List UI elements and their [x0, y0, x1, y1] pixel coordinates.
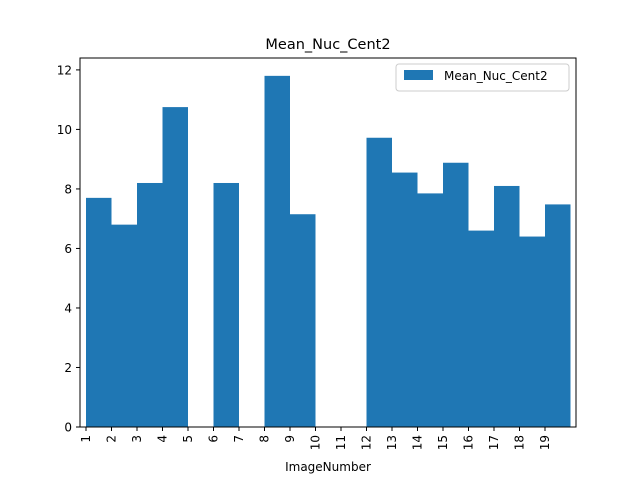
- bar-18: [519, 236, 545, 427]
- bar-1: [86, 197, 112, 427]
- bar-14: [417, 193, 443, 427]
- x-tick-label-10: 10: [309, 435, 323, 450]
- x-tick-label-1: 1: [79, 435, 93, 443]
- y-tick-label-8: 8: [64, 182, 72, 196]
- bars-layer: [86, 75, 571, 428]
- x-tick-label-7: 7: [232, 435, 246, 443]
- x-tick-label-2: 2: [105, 435, 119, 443]
- x-tick-label-17: 17: [487, 435, 501, 450]
- x-tick-label-16: 16: [462, 435, 476, 450]
- x-tick-label-15: 15: [436, 435, 450, 450]
- x-tick-label-6: 6: [207, 435, 221, 443]
- x-tick-label-12: 12: [360, 435, 374, 450]
- x-tick-label-3: 3: [130, 435, 144, 443]
- x-tick-label-4: 4: [156, 435, 170, 443]
- legend-label: Mean_Nuc_Cent2: [444, 69, 548, 83]
- x-axis-label: ImageNumber: [285, 460, 371, 474]
- bar-17: [494, 185, 520, 427]
- x-tick-label-5: 5: [181, 435, 195, 443]
- bar-15: [443, 162, 469, 427]
- legend: Mean_Nuc_Cent2: [395, 63, 570, 92]
- bar-8: [264, 75, 290, 428]
- x-tick-label-13: 13: [385, 435, 399, 450]
- legend-box: [395, 63, 570, 92]
- y-axis: 0 2 4 6 8 10 12: [57, 63, 80, 435]
- bar-12: [366, 137, 392, 427]
- bar-16: [468, 230, 494, 427]
- y-tick-label-10: 10: [57, 123, 72, 137]
- y-tick-label-6: 6: [64, 242, 72, 256]
- bar-4: [162, 107, 188, 428]
- x-tick-label-14: 14: [411, 435, 425, 450]
- chart-title: Mean_Nuc_Cent2: [265, 37, 390, 53]
- y-tick-label-0: 0: [64, 421, 72, 435]
- bar-2: [111, 224, 137, 427]
- x-tick-label-9: 9: [283, 435, 297, 443]
- plot-frame: [79, 57, 577, 428]
- x-tick-label-8: 8: [258, 435, 272, 443]
- bar-13: [392, 172, 418, 427]
- y-tick-label-12: 12: [57, 63, 72, 77]
- legend-swatch: [404, 70, 433, 80]
- x-tick-label-18: 18: [513, 435, 527, 450]
- y-tick-label-2: 2: [64, 361, 72, 375]
- x-tick-label-19: 19: [538, 435, 552, 450]
- bar-19: [545, 204, 571, 427]
- bar-9: [290, 214, 316, 427]
- x-axis: 1 2 3 4 5 6 7 8 9 10 11 12 13 14 15 16 17 18 19: [79, 427, 552, 450]
- x-tick-label-11: 11: [334, 435, 348, 450]
- y-tick-label-4: 4: [64, 301, 72, 315]
- bar-3: [137, 182, 163, 427]
- bar-6: [213, 182, 239, 427]
